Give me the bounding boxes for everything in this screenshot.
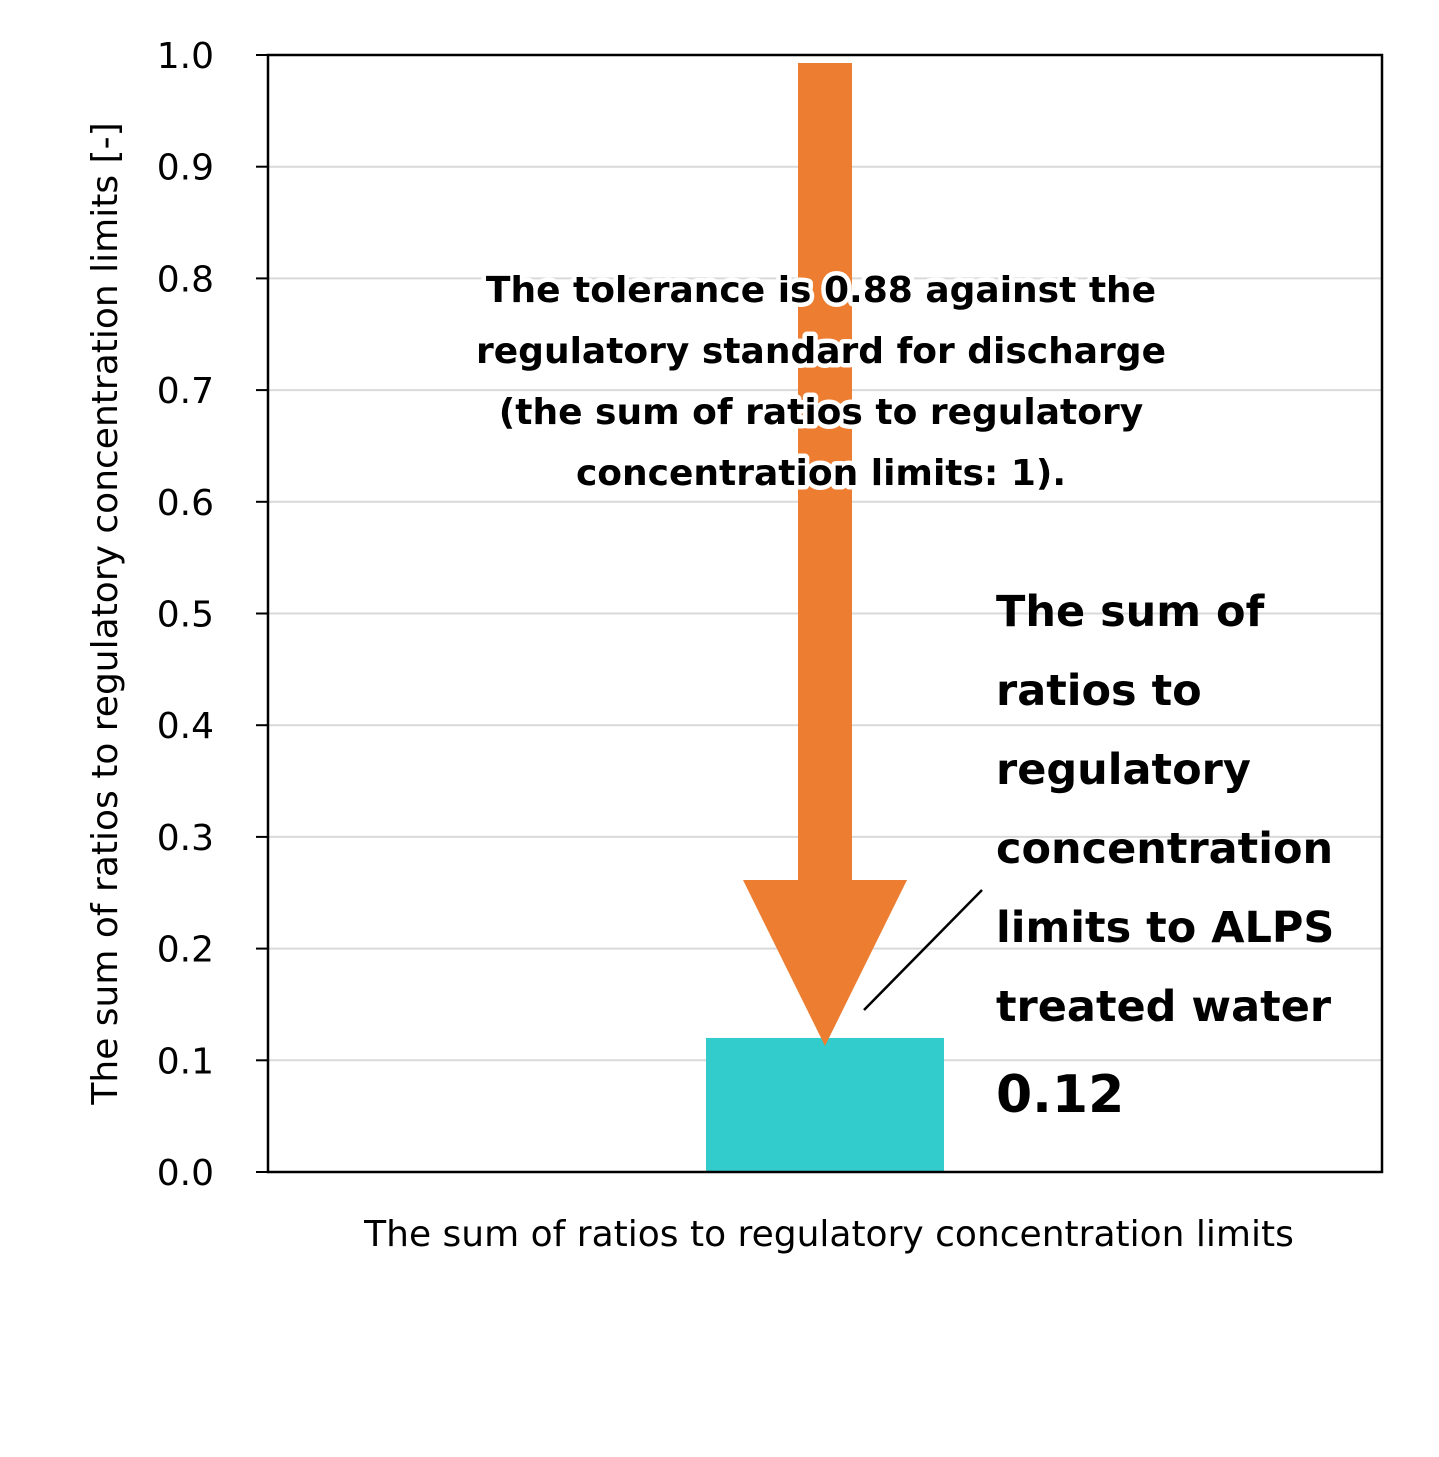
y-tick-label: 0.9 <box>157 148 214 189</box>
y-axis-title: The sum of ratios to regulatory concentr… <box>85 122 126 1105</box>
y-tick-label: 0.6 <box>157 483 214 524</box>
y-tick-label: 0.5 <box>157 595 214 636</box>
arrow-label-line: The tolerance is 0.88 against the <box>486 270 1156 311</box>
bar-annotation: The sum of ratios to regulatory concentrati… <box>996 587 1334 1032</box>
arrow-label-halo: concentration limits: 1). <box>576 453 1066 494</box>
bar-annotation-line: regulatory <box>996 745 1251 795</box>
y-tick-label: 0.2 <box>157 930 214 971</box>
y-tick-label: 0.4 <box>157 706 214 747</box>
arrow-label-line: regulatory standard for discharge <box>476 331 1166 372</box>
x-axis-title: The sum of ratios to regulatory concentr… <box>363 1214 1294 1255</box>
bar-annotation-line: The sum of <box>996 587 1266 637</box>
bars <box>706 1037 944 1172</box>
bar-annotation-line: concentration <box>996 824 1333 874</box>
y-tick-label: 0.3 <box>157 818 214 859</box>
arrow-label-halo: regulatory standard for discharge <box>476 331 1166 372</box>
arrow-label-line: concentration limits: 1). <box>576 453 1066 494</box>
bar-value-label: 0.12 <box>996 1065 1124 1125</box>
bar-annotation-line: treated water <box>996 982 1332 1032</box>
bar <box>706 1037 944 1172</box>
bar-annotation-line: ratios to <box>996 666 1202 716</box>
y-axis-ticks: 0.0 0.1 0.2 0.3 0.4 0.5 0.6 0.7 0.8 0.9 1.0 <box>157 36 268 1194</box>
tolerance-arrow <box>743 63 907 1046</box>
y-tick-label: 0.8 <box>157 259 214 300</box>
arrow-label-line: (the sum of ratios to regulatory <box>499 392 1143 433</box>
y-tick-label: 0.1 <box>157 1041 214 1082</box>
arrow-label-halo: (the sum of ratios to regulatory <box>499 392 1143 433</box>
bar-annotation-line: limits to ALPS <box>996 903 1334 953</box>
y-tick-label: 0.0 <box>157 1153 214 1194</box>
arrow-label-halo: The tolerance is 0.88 against the <box>486 270 1156 311</box>
arrow-shape <box>743 63 907 1046</box>
leader-line <box>863 889 983 1011</box>
y-tick-label: 1.0 <box>157 36 214 77</box>
y-tick-label: 0.7 <box>157 371 214 412</box>
